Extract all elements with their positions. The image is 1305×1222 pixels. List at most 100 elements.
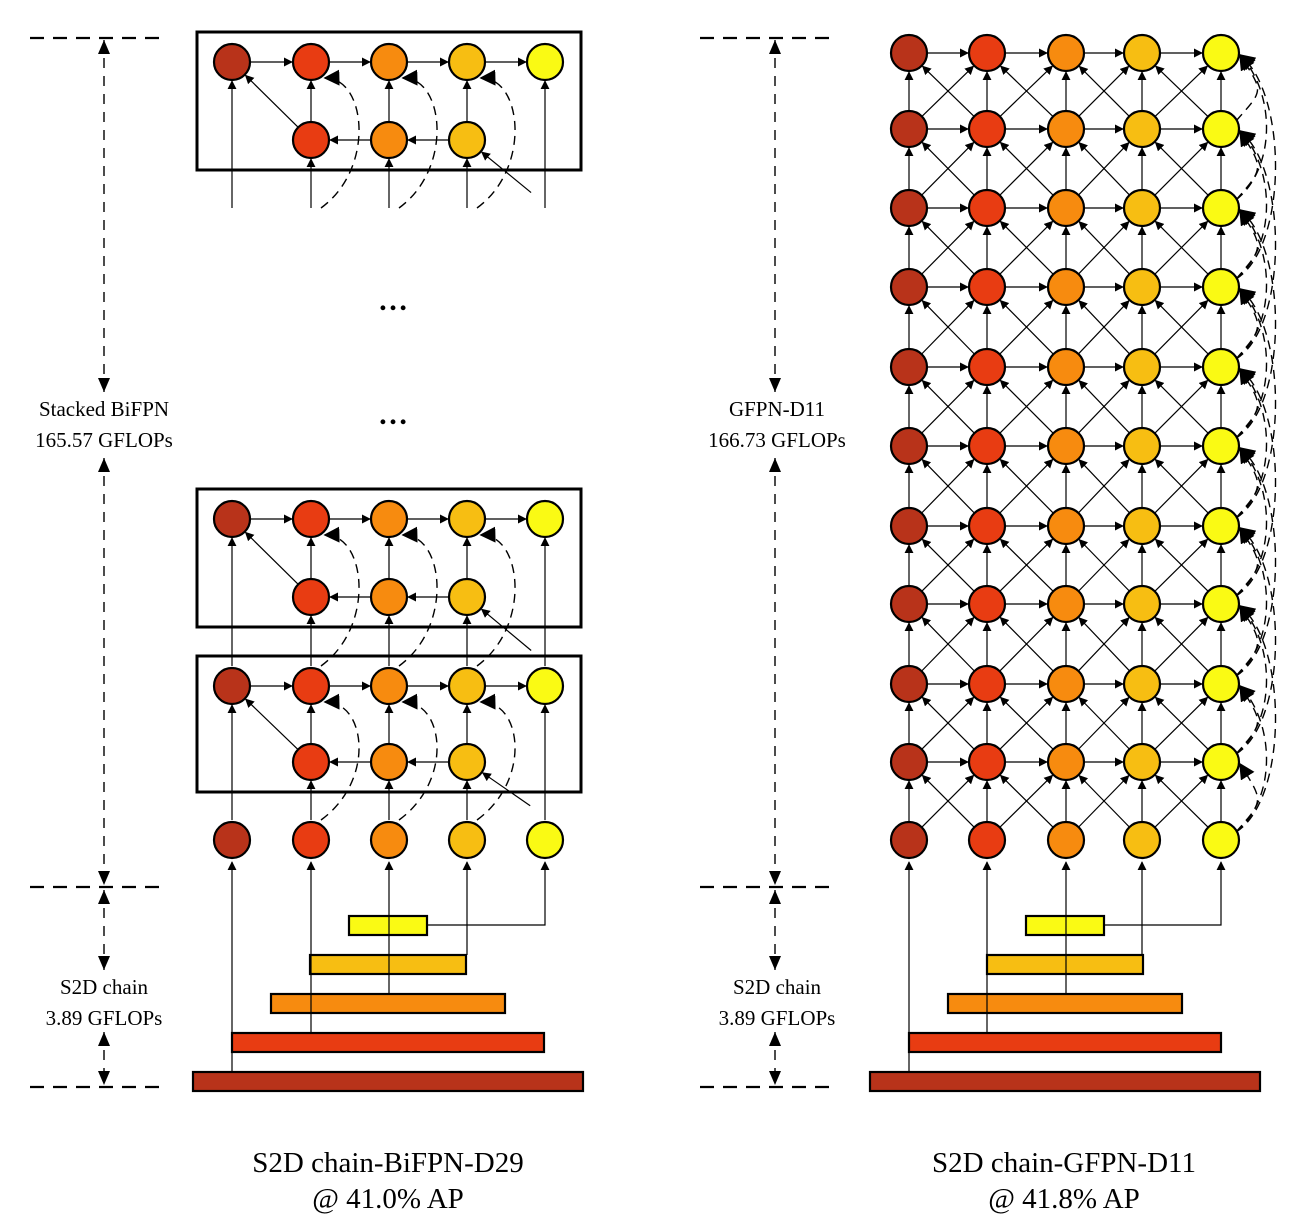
left-backbone-label-line1: S2D chain — [60, 975, 149, 999]
right-node-r10-c5 — [1201, 742, 1241, 782]
right-node-r9-c1 — [889, 664, 929, 704]
right-diag-left-r7-c4 — [1078, 538, 1130, 592]
right-diag-left-r3-c2 — [921, 220, 975, 275]
right-node-r10-c3 — [1046, 742, 1086, 782]
right-skip-curve-r2-k1 — [1235, 208, 1259, 280]
right-diag-left-r2-c5 — [1154, 141, 1209, 196]
left-neck-dimension-arrow-lower-top-arrowhead — [98, 458, 110, 472]
left-backbone-bar-1 — [347, 914, 429, 937]
right-diag-left-r8-c3 — [999, 616, 1054, 672]
right-skip-curve-r8-k1 — [1235, 684, 1259, 755]
right-diag-left-r3-c3 — [999, 220, 1054, 275]
right-node-r3-c4 — [1122, 188, 1162, 228]
right-node-r11-c5 — [1201, 820, 1241, 860]
right-skip-curve-r5-k2 — [1235, 446, 1268, 597]
right-skip-curve-r2-k3 — [1235, 209, 1277, 439]
left-block-3-skip-curve-4 — [476, 69, 516, 209]
left-block-1-top-node-3 — [369, 666, 409, 706]
right-neck-dimension-arrow-upper-top-arrowhead — [769, 40, 781, 54]
left-block-2-top-node-4 — [447, 499, 487, 539]
right-skip-curve-r0-k2 — [1235, 53, 1268, 201]
left-block-3-mid-node-2 — [291, 120, 331, 160]
right-diag-left-r4-c2 — [921, 299, 975, 355]
right-node-r5-c5 — [1201, 347, 1241, 387]
right-diag-left-r6-c2 — [921, 458, 975, 514]
left-block-3-mid-node-4 — [447, 120, 487, 160]
left-ellipsis-2: … — [378, 398, 410, 431]
left-input-node-3 — [369, 820, 409, 860]
right-diag-left-r6-c3 — [999, 458, 1054, 514]
left-panel-bifpn — [30, 30, 585, 1093]
right-skip-curve-r0-k1 — [1235, 53, 1259, 122]
right-diag-left-r4-c5 — [1154, 299, 1209, 355]
left-block-1-mid-node-3 — [369, 742, 409, 782]
right-node-r3-c3 — [1046, 188, 1086, 228]
left-block-2-diag-2-to-1 — [244, 531, 299, 585]
left-block-3-diag-2-to-1 — [244, 74, 299, 128]
left-block-1-skip-curve-3 — [398, 693, 438, 821]
right-diag-left-r10-c3 — [999, 774, 1054, 828]
right-node-r2-c4 — [1122, 109, 1162, 149]
right-diag-left-r1-c5 — [1155, 65, 1209, 117]
right-node-r1-c2 — [967, 33, 1007, 73]
left-block-3-top-node-3 — [369, 42, 409, 82]
left-block-2-skip-curve-3 — [398, 526, 438, 667]
right-node-r2-c1 — [889, 109, 929, 149]
right-skip-curve-r7-k3 — [1235, 605, 1277, 833]
right-node-r9-c5 — [1201, 664, 1241, 704]
left-block-3-top-node-4 — [447, 42, 487, 82]
left-input-node-2 — [291, 820, 331, 860]
right-backbone-bar-2 — [985, 953, 1145, 976]
right-skip-curve-r6-k3 — [1235, 527, 1277, 755]
right-neck-dimension-arrow-lower-bottom-arrowhead — [769, 871, 781, 885]
right-node-r8-c5 — [1201, 584, 1241, 624]
right-caption-line2: @ 41.8% AP — [988, 1183, 1140, 1215]
right-node-r10-c2 — [967, 742, 1007, 782]
right-backbone-bar-1 — [1024, 914, 1106, 937]
right-node-r3-c5 — [1201, 188, 1241, 228]
right-diag-left-r1-c4 — [1078, 65, 1130, 117]
right-skip-curve-r5-k3 — [1235, 447, 1277, 677]
right-backbone-label-line2: 3.89 GFLOPs — [719, 1006, 836, 1030]
left-input-node-5 — [525, 820, 565, 860]
right-backbone-label-line1: S2D chain — [733, 975, 822, 999]
right-diag-left-r9-c4 — [1078, 696, 1130, 750]
right-node-r4-c2 — [967, 267, 1007, 307]
right-diag-left-r2-c4 — [1078, 142, 1130, 196]
right-skip-curve-r1-k2 — [1235, 129, 1268, 280]
right-diag-left-r7-c5 — [1154, 538, 1209, 592]
left-block-2-mid-node-3 — [369, 577, 409, 617]
left-block-3-skip-curve-3 — [398, 69, 438, 209]
right-diag-left-r5-c5 — [1154, 379, 1209, 434]
right-skip-curve-r2-k2 — [1235, 208, 1268, 360]
left-backbone-dimension-arrow-lower-top-arrowhead — [98, 1032, 110, 1046]
left-block-2-top-node-3 — [369, 499, 409, 539]
right-skip-curve-r3-k3 — [1235, 288, 1277, 519]
right-panel-gfpn — [700, 33, 1277, 1093]
left-block-2-skip-curve-2 — [320, 526, 360, 667]
right-node-r4-c5 — [1201, 267, 1241, 307]
left-block-3-skip-curve-2 — [320, 69, 360, 209]
right-skip-curve-r4-k3 — [1235, 368, 1277, 597]
right-skip-curve-r1-k1 — [1235, 129, 1259, 201]
right-skip-curve-r4-k2 — [1235, 367, 1268, 519]
right-node-r1-c4 — [1122, 33, 1162, 73]
left-block-1-skip-curve-4 — [476, 693, 516, 821]
right-diag-left-r5-c4 — [1078, 380, 1130, 434]
right-skip-curve-r9-k1 — [1235, 762, 1259, 833]
left-block-2-top-node-2 — [291, 499, 331, 539]
right-caption-line1: S2D chain-GFPN-D11 — [932, 1147, 1196, 1179]
right-node-r1-c3 — [1046, 33, 1086, 73]
right-node-r9-c4 — [1122, 664, 1162, 704]
right-diag-left-r4-c4 — [1078, 300, 1131, 355]
right-backbone-dimension-arrow-upper-top-arrowhead — [769, 890, 781, 904]
left-neck-dimension-arrow-upper-bottom-arrowhead — [98, 378, 110, 392]
right-diag-left-r2-c3 — [999, 141, 1054, 196]
left-block-2-mid-node-2 — [291, 577, 331, 617]
left-input-node-1 — [212, 820, 252, 860]
left-block-1-top-node-1 — [212, 666, 252, 706]
right-diag-left-r3-c4 — [1078, 221, 1130, 275]
left-block-2-top-node-1 — [212, 499, 252, 539]
right-skip-curve-r3-k2 — [1235, 287, 1268, 439]
right-skip-curve-r0-k3 — [1235, 54, 1277, 280]
